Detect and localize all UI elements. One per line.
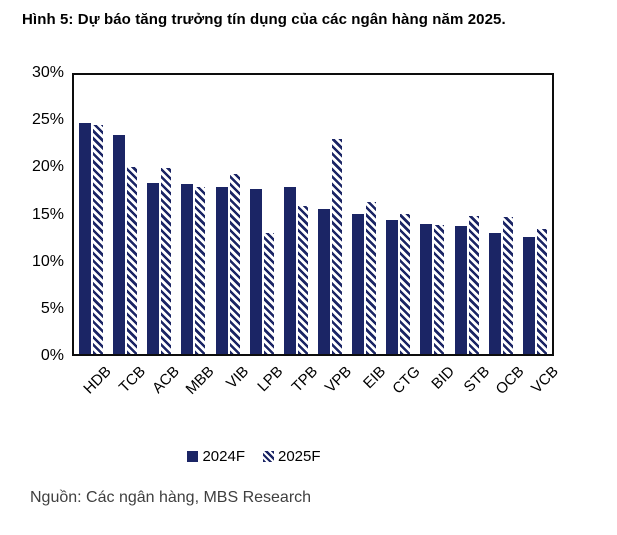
bar-2024f-mbb <box>181 183 194 354</box>
y-tick-label: 10% <box>31 252 64 270</box>
bar-2024f-bid <box>420 223 433 354</box>
bar-2025f-ocb <box>502 217 513 354</box>
bar-2025f-mbb <box>195 186 206 354</box>
bar-group-tcb <box>108 75 142 354</box>
bar-2024f-acb <box>147 182 160 354</box>
bar-2025f-tpb <box>297 206 308 354</box>
bar-group-mbb <box>176 75 210 354</box>
bar-2025f-hdb <box>93 125 104 354</box>
y-tick-label: 25% <box>31 111 64 129</box>
y-tick-label: 30% <box>31 64 64 81</box>
bar-2024f-ocb <box>488 233 501 354</box>
y-tick-label: 0% <box>40 347 64 364</box>
bar-2024f-ctg <box>386 220 399 354</box>
bar-2024f-vcb <box>522 236 535 354</box>
bar-2024f-eib <box>352 213 365 354</box>
chart-legend: 2024F 2025F <box>0 448 508 465</box>
x-tick-label-tcb: TCB <box>115 363 149 397</box>
bar-group-vpb <box>313 75 347 354</box>
bar-group-hdb <box>74 75 108 354</box>
bar-group-ctg <box>381 75 415 354</box>
y-tick-label: 5% <box>40 299 64 317</box>
bar-2024f-vib <box>215 186 228 354</box>
bar-2024f-hdb <box>79 123 92 354</box>
bars-container <box>74 75 552 354</box>
bar-2025f-ctg <box>400 213 411 354</box>
bar-group-stb <box>450 75 484 354</box>
bar-group-bid <box>415 75 449 354</box>
legend-item-2024f: 2024F <box>187 448 245 465</box>
bar-2025f-vcb <box>536 229 547 354</box>
bar-2024f-tpb <box>283 186 296 354</box>
bar-2025f-vib <box>229 173 240 354</box>
x-tick-label-mbb: MBB <box>182 363 218 399</box>
y-tick-label: 15% <box>31 205 64 223</box>
legend-label: 2024F <box>202 448 245 465</box>
y-tick-label: 20% <box>31 158 64 176</box>
bar-group-eib <box>347 75 381 354</box>
bar-group-vib <box>211 75 245 354</box>
bar-2025f-tcb <box>127 167 138 354</box>
x-tick-label-hdb: HDB <box>79 363 115 398</box>
bar-2025f-eib <box>366 202 377 354</box>
bar-group-lpb <box>245 75 279 354</box>
chart-title: Hình 5: Dự báo tăng trưởng tín dụng của … <box>22 11 506 28</box>
bar-group-ocb <box>484 75 518 354</box>
bar-2025f-acb <box>161 168 172 354</box>
bar-group-vcb <box>518 75 552 354</box>
x-tick-label-acb: ACB <box>149 363 184 397</box>
x-tick-label-bid: BID <box>428 363 459 393</box>
source-note: Nguồn: Các ngân hàng, MBS Research <box>30 489 312 506</box>
legend-solid-swatch-icon <box>187 451 199 462</box>
bar-2024f-stb <box>454 225 467 354</box>
x-tick-label-eib: EIB <box>360 363 390 393</box>
x-tick-label-vcb: VCB <box>527 363 562 397</box>
bar-2024f-vpb <box>318 208 331 354</box>
legend-label: 2025F <box>278 448 321 465</box>
x-tick-label-vib: VIB <box>222 363 252 393</box>
x-tick-label-tpb: TPB <box>288 363 321 396</box>
x-tick-label-vpb: VPB <box>321 363 356 397</box>
bar-2025f-bid <box>434 224 445 354</box>
bar-group-tpb <box>279 75 313 354</box>
plot-area <box>72 73 554 356</box>
legend-item-2025f: 2025F <box>263 448 321 465</box>
bar-2025f-stb <box>468 216 479 354</box>
bar-2024f-lpb <box>249 189 262 354</box>
legend-hatch-swatch-icon <box>263 451 274 462</box>
bar-2024f-tcb <box>113 135 126 354</box>
x-tick-label-ctg: CTG <box>389 363 425 398</box>
bar-2025f-lpb <box>263 233 274 354</box>
x-tick-label-stb: STB <box>460 363 493 396</box>
x-tick-label-ocb: OCB <box>492 363 528 399</box>
x-tick-label-lpb: LPB <box>254 363 287 396</box>
bar-group-acb <box>142 75 176 354</box>
bar-2025f-vpb <box>332 139 343 354</box>
